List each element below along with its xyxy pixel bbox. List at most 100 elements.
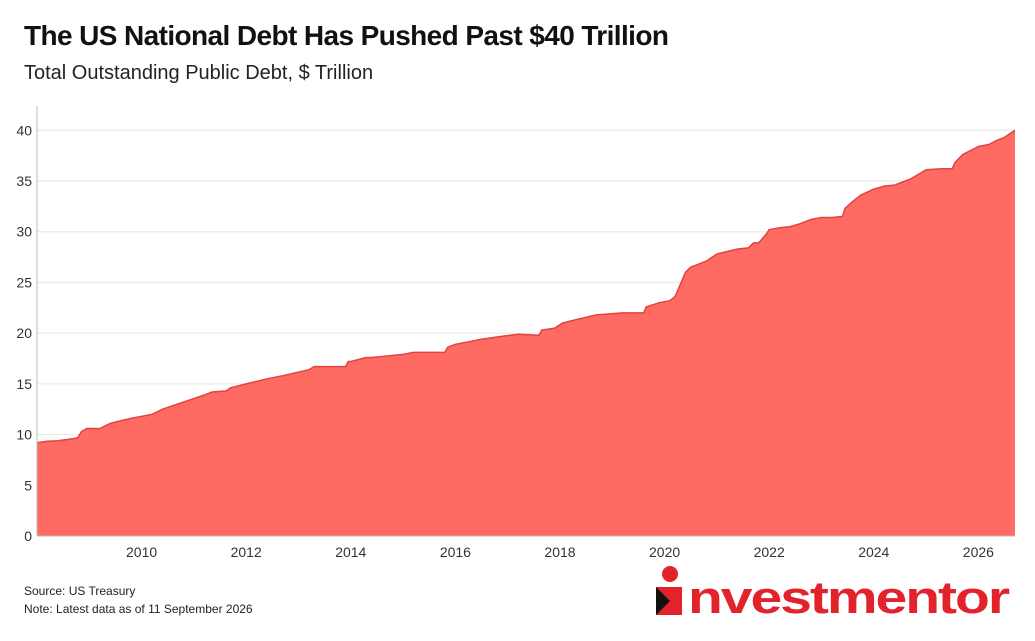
debt-point xyxy=(204,394,205,395)
x-tick-label: 2016 xyxy=(440,544,471,560)
debt-point xyxy=(810,219,811,220)
debt-point xyxy=(73,438,74,439)
debt-point xyxy=(716,253,717,254)
brand-logo: nvestmentor xyxy=(652,565,1012,625)
x-tick-label: 2014 xyxy=(335,544,366,560)
debt-point xyxy=(131,418,132,419)
debt-point xyxy=(562,322,563,323)
debt-point xyxy=(873,189,874,190)
x-tick-label: 2012 xyxy=(231,544,262,560)
debt-point xyxy=(646,306,647,307)
debt-point xyxy=(183,402,184,403)
source-note: Source: US Treasury xyxy=(24,584,136,598)
debt-point xyxy=(366,357,367,358)
plot-area xyxy=(36,129,1016,537)
debt-point xyxy=(308,369,309,370)
debt-point xyxy=(766,233,767,234)
debt-point xyxy=(978,146,979,147)
debt-point xyxy=(842,216,843,217)
debt-point xyxy=(77,437,78,438)
debt-point xyxy=(481,339,482,340)
debt-point xyxy=(779,227,780,228)
debt-point xyxy=(570,320,571,321)
debt-point xyxy=(758,242,759,243)
debt-point xyxy=(403,354,404,355)
debt-point xyxy=(518,334,519,335)
debt-point xyxy=(502,336,503,337)
debt-point xyxy=(675,296,676,297)
x-tick-label: 2022 xyxy=(754,544,785,560)
debt-point xyxy=(988,144,989,145)
debt-point xyxy=(941,168,942,169)
debt-point xyxy=(884,186,885,187)
debt-area-chart: 0 5 10 15 20 25 30 35 40 2010 2012 2014 2016 2018 2020… xyxy=(16,106,1016,560)
y-tick-label: 5 xyxy=(24,477,32,493)
debt-point xyxy=(962,154,963,155)
debt-point xyxy=(860,195,861,196)
y-tick-label: 20 xyxy=(16,325,32,341)
debt-point xyxy=(47,441,48,442)
x-tick-label: 2026 xyxy=(963,544,994,560)
y-tick-label: 10 xyxy=(16,427,32,443)
debt-point xyxy=(1014,130,1015,131)
debt-point xyxy=(737,248,738,249)
y-tick-label: 25 xyxy=(16,274,32,290)
x-tick-label: 2024 xyxy=(858,544,889,560)
debt-point xyxy=(954,162,955,163)
chart-title: The US National Debt Has Pushed Past $40… xyxy=(24,20,669,51)
y-tick-label: 35 xyxy=(16,173,32,189)
debt-point xyxy=(800,223,801,224)
debt-point xyxy=(596,314,597,315)
debt-point xyxy=(753,242,754,243)
debt-point xyxy=(246,383,247,384)
debt-point xyxy=(541,330,542,331)
debt-point xyxy=(81,431,82,432)
debt-point xyxy=(748,247,749,248)
debt-point xyxy=(212,391,213,392)
debt-point xyxy=(894,185,895,186)
debt-point xyxy=(643,312,644,313)
debt-point xyxy=(230,387,231,388)
y-tick-label: 0 xyxy=(24,528,32,544)
debt-point xyxy=(350,361,351,362)
x-tick-label: 2020 xyxy=(649,544,680,560)
debt-point xyxy=(539,335,540,336)
debt-point xyxy=(444,352,445,353)
debt-point xyxy=(57,440,58,441)
x-tick-label: 2018 xyxy=(544,544,575,560)
debt-point xyxy=(996,140,997,141)
debt-point xyxy=(669,300,670,301)
x-tick-label: 2010 xyxy=(126,544,157,560)
debt-point xyxy=(371,357,372,358)
y-tick-label: 40 xyxy=(16,122,32,138)
debt-point xyxy=(685,272,686,273)
debt-point xyxy=(706,261,707,262)
debt-point xyxy=(952,168,953,169)
debt-point xyxy=(910,178,911,179)
debt-point xyxy=(413,352,414,353)
debt-area xyxy=(37,130,1015,537)
debt-point xyxy=(554,328,555,329)
data-note: Note: Latest data as of 11 September 202… xyxy=(24,602,253,616)
logo-mark-icon xyxy=(656,566,682,615)
debt-point xyxy=(226,390,227,391)
debt-point xyxy=(659,302,660,303)
debt-point xyxy=(852,201,853,202)
logo-wordmark: nvestmentor xyxy=(688,572,1009,623)
debt-point xyxy=(1004,137,1005,138)
debt-point xyxy=(86,428,87,429)
debt-point xyxy=(152,414,153,415)
debt-point xyxy=(110,423,111,424)
debt-point xyxy=(920,172,921,173)
debt-point xyxy=(926,169,927,170)
debt-point xyxy=(99,428,100,429)
debt-point xyxy=(314,366,315,367)
debt-point xyxy=(455,344,456,345)
debt-point xyxy=(690,267,691,268)
debt-point xyxy=(790,226,791,227)
debt-point xyxy=(844,208,845,209)
debt-point xyxy=(622,312,623,313)
debt-point xyxy=(471,341,472,342)
y-tick-label: 15 xyxy=(16,376,32,392)
debt-point xyxy=(769,229,770,230)
